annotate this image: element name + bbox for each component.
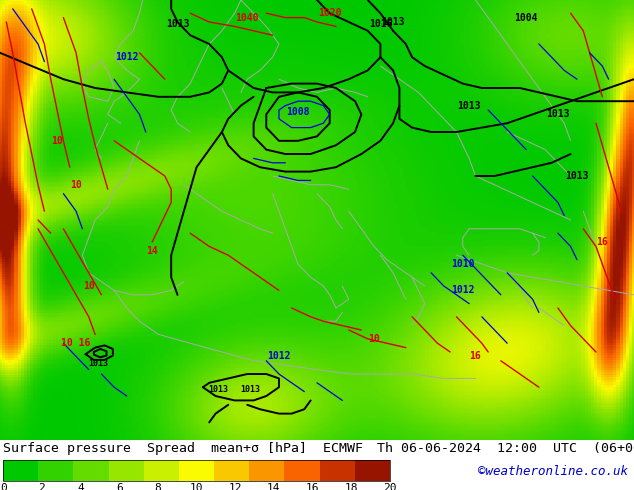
Text: 1010: 1010 bbox=[451, 259, 475, 269]
Text: 10: 10 bbox=[83, 281, 94, 291]
Bar bbox=[214, 460, 249, 481]
Bar bbox=[108, 460, 144, 481]
Text: 1013: 1013 bbox=[565, 171, 589, 181]
Bar bbox=[285, 460, 320, 481]
Text: 1012: 1012 bbox=[267, 351, 291, 362]
Bar bbox=[3, 460, 390, 481]
Text: 16: 16 bbox=[470, 351, 481, 362]
Text: 1012: 1012 bbox=[115, 52, 139, 62]
Text: 1013: 1013 bbox=[546, 109, 570, 120]
Text: 10: 10 bbox=[190, 483, 204, 490]
Text: 0: 0 bbox=[0, 483, 6, 490]
Bar bbox=[320, 460, 355, 481]
Text: 1013: 1013 bbox=[457, 100, 481, 111]
Text: 18: 18 bbox=[344, 483, 358, 490]
Text: 1040: 1040 bbox=[235, 13, 259, 23]
Bar bbox=[144, 460, 179, 481]
Text: 10: 10 bbox=[368, 334, 380, 344]
Text: Surface pressure  Spread  mean+σ [hPa]  ECMWF: Surface pressure Spread mean+σ [hPa] ECM… bbox=[3, 441, 363, 455]
Text: 1013: 1013 bbox=[165, 19, 190, 29]
Text: 20: 20 bbox=[383, 483, 397, 490]
Bar bbox=[3, 460, 38, 481]
Text: 1004: 1004 bbox=[514, 13, 538, 23]
Text: 1013: 1013 bbox=[381, 17, 405, 27]
Bar bbox=[38, 460, 74, 481]
Text: 10: 10 bbox=[70, 180, 82, 190]
Text: 2: 2 bbox=[39, 483, 45, 490]
Text: Th 06-06-2024  12:00  UTC  (06+06): Th 06-06-2024 12:00 UTC (06+06) bbox=[377, 441, 634, 455]
Text: ©weatheronline.co.uk: ©weatheronline.co.uk bbox=[477, 465, 628, 478]
Text: 14: 14 bbox=[146, 246, 158, 256]
Text: 1013: 1013 bbox=[88, 359, 108, 368]
Text: 6: 6 bbox=[116, 483, 122, 490]
Text: 1020: 1020 bbox=[318, 8, 342, 18]
Bar bbox=[355, 460, 390, 481]
Text: 8: 8 bbox=[155, 483, 161, 490]
Text: 4: 4 bbox=[77, 483, 84, 490]
Bar bbox=[179, 460, 214, 481]
Text: 12: 12 bbox=[228, 483, 242, 490]
Text: 1008: 1008 bbox=[286, 107, 310, 117]
Text: 10: 10 bbox=[51, 136, 63, 146]
Text: 10 16: 10 16 bbox=[61, 338, 91, 348]
Text: 1012: 1012 bbox=[451, 285, 475, 295]
Text: 1013: 1013 bbox=[209, 385, 229, 394]
Text: 1013: 1013 bbox=[240, 385, 261, 394]
Text: 16: 16 bbox=[306, 483, 320, 490]
Text: 14: 14 bbox=[267, 483, 281, 490]
Bar bbox=[74, 460, 108, 481]
Bar bbox=[249, 460, 285, 481]
Text: 1016: 1016 bbox=[368, 19, 392, 29]
Text: 16: 16 bbox=[597, 237, 608, 247]
